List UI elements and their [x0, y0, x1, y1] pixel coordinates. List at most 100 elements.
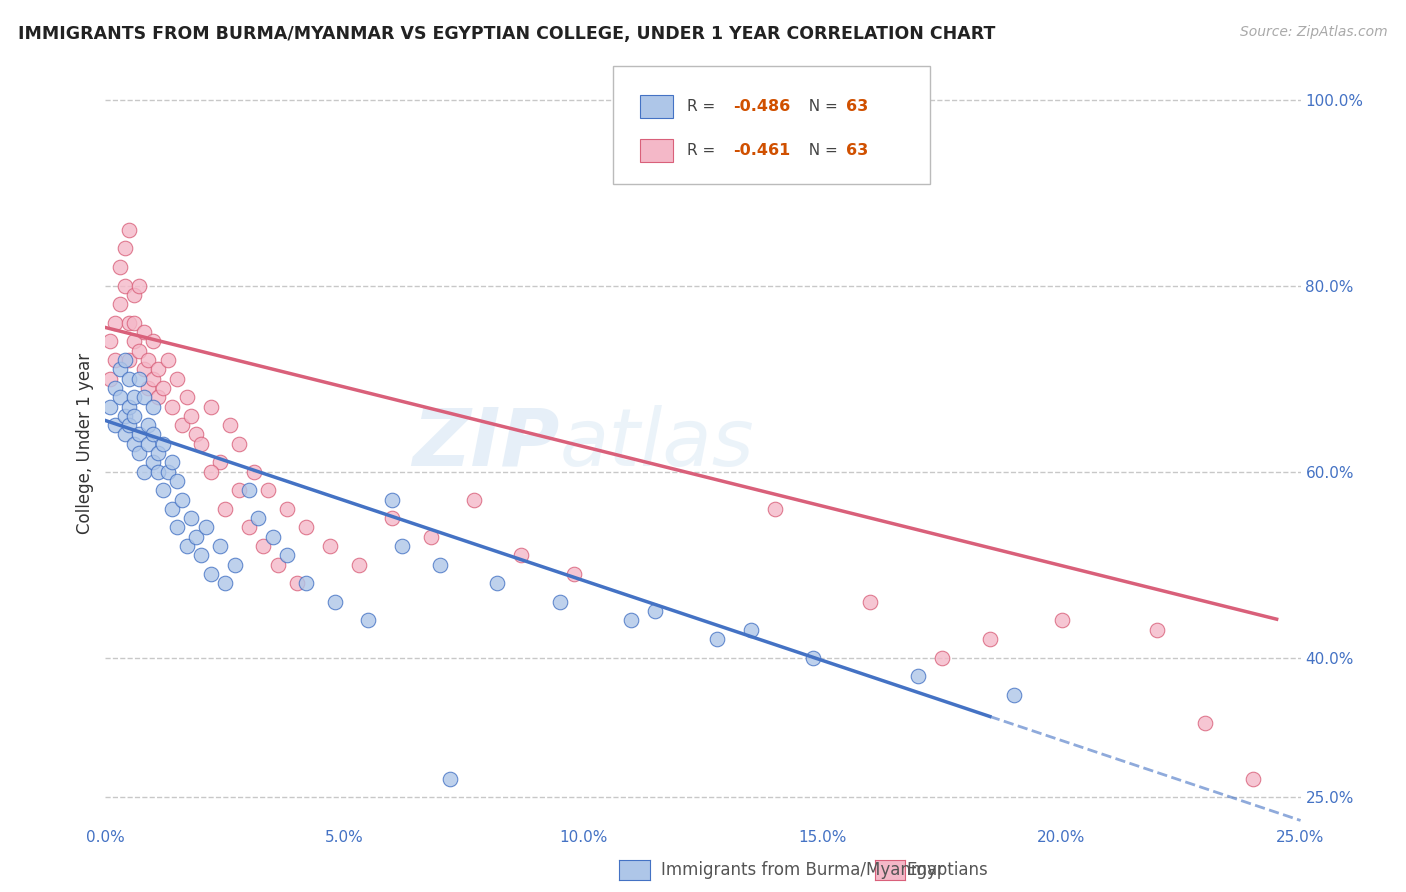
Point	[132, 325, 155, 339]
Point	[801, 650, 824, 665]
Point	[486, 576, 509, 591]
Point	[118, 372, 141, 386]
Point	[114, 353, 136, 368]
Point	[979, 632, 1001, 646]
Point	[104, 381, 127, 395]
Point	[98, 372, 121, 386]
Point	[108, 390, 131, 404]
Point	[142, 372, 165, 386]
Point	[138, 381, 160, 395]
Point	[98, 400, 121, 414]
Point	[224, 558, 246, 572]
Point	[209, 455, 232, 469]
Point	[238, 520, 260, 534]
Point	[114, 427, 136, 442]
Point	[122, 316, 145, 330]
Point	[128, 278, 150, 293]
Point	[228, 437, 250, 451]
Point	[190, 549, 212, 563]
Point	[128, 343, 150, 358]
Point	[276, 501, 298, 516]
Text: atlas: atlas	[560, 405, 755, 483]
Point	[319, 539, 342, 553]
Point	[118, 400, 141, 414]
Point	[391, 539, 413, 553]
Point	[162, 501, 184, 516]
Point	[200, 400, 222, 414]
Point	[562, 566, 585, 581]
Text: IMMIGRANTS FROM BURMA/MYANMAR VS EGYPTIAN COLLEGE, UNDER 1 YEAR CORRELATION CHAR: IMMIGRANTS FROM BURMA/MYANMAR VS EGYPTIA…	[18, 25, 995, 43]
Point	[548, 595, 571, 609]
Text: 63: 63	[846, 99, 869, 114]
Point	[194, 520, 217, 534]
Point	[419, 530, 441, 544]
Text: 63: 63	[846, 143, 869, 158]
Point	[907, 669, 929, 683]
Point	[146, 465, 169, 479]
Point	[176, 390, 198, 404]
Text: ZIP: ZIP	[412, 405, 560, 483]
Point	[170, 418, 193, 433]
Point	[262, 530, 284, 544]
Point	[132, 465, 155, 479]
Point	[190, 437, 212, 451]
Point	[644, 604, 666, 618]
Point	[176, 539, 198, 553]
Point	[706, 632, 728, 646]
Point	[180, 409, 202, 423]
Point	[620, 614, 643, 628]
Bar	[640, 138, 673, 161]
Point	[114, 409, 136, 423]
Point	[247, 511, 270, 525]
Point	[1050, 614, 1073, 628]
Point	[257, 483, 280, 498]
Point	[209, 539, 232, 553]
Point	[170, 492, 193, 507]
Point	[510, 549, 533, 563]
Point	[114, 242, 136, 256]
Point	[156, 353, 179, 368]
Point	[166, 520, 188, 534]
Point	[238, 483, 260, 498]
Point	[104, 353, 127, 368]
Point	[122, 334, 145, 349]
Point	[740, 623, 762, 637]
Point	[295, 576, 318, 591]
Point	[142, 334, 165, 349]
Point	[357, 614, 380, 628]
Point	[108, 260, 131, 274]
Point	[138, 437, 160, 451]
Point	[381, 492, 404, 507]
Point	[295, 520, 318, 534]
Point	[122, 288, 145, 302]
Point	[214, 576, 236, 591]
Point	[152, 437, 174, 451]
Point	[166, 474, 188, 488]
Point	[186, 530, 208, 544]
Point	[1146, 623, 1168, 637]
Point	[1194, 715, 1216, 730]
Point	[108, 297, 131, 311]
Point	[1002, 688, 1025, 702]
Text: Immigrants from Burma/Myanmar: Immigrants from Burma/Myanmar	[661, 861, 943, 879]
Point	[138, 353, 160, 368]
Point	[128, 446, 150, 460]
Point	[118, 353, 141, 368]
Point	[142, 427, 165, 442]
Point	[146, 446, 169, 460]
Point	[132, 362, 155, 376]
Point	[152, 381, 174, 395]
Text: R =: R =	[688, 143, 721, 158]
Point	[381, 511, 404, 525]
Point	[200, 566, 222, 581]
Text: R =: R =	[688, 99, 721, 114]
Point	[166, 372, 188, 386]
Point	[252, 539, 274, 553]
Point	[128, 372, 150, 386]
Point	[347, 558, 370, 572]
Point	[132, 390, 155, 404]
Y-axis label: College, Under 1 year: College, Under 1 year	[76, 353, 94, 534]
Point	[118, 316, 141, 330]
Point	[114, 278, 136, 293]
Point	[122, 390, 145, 404]
